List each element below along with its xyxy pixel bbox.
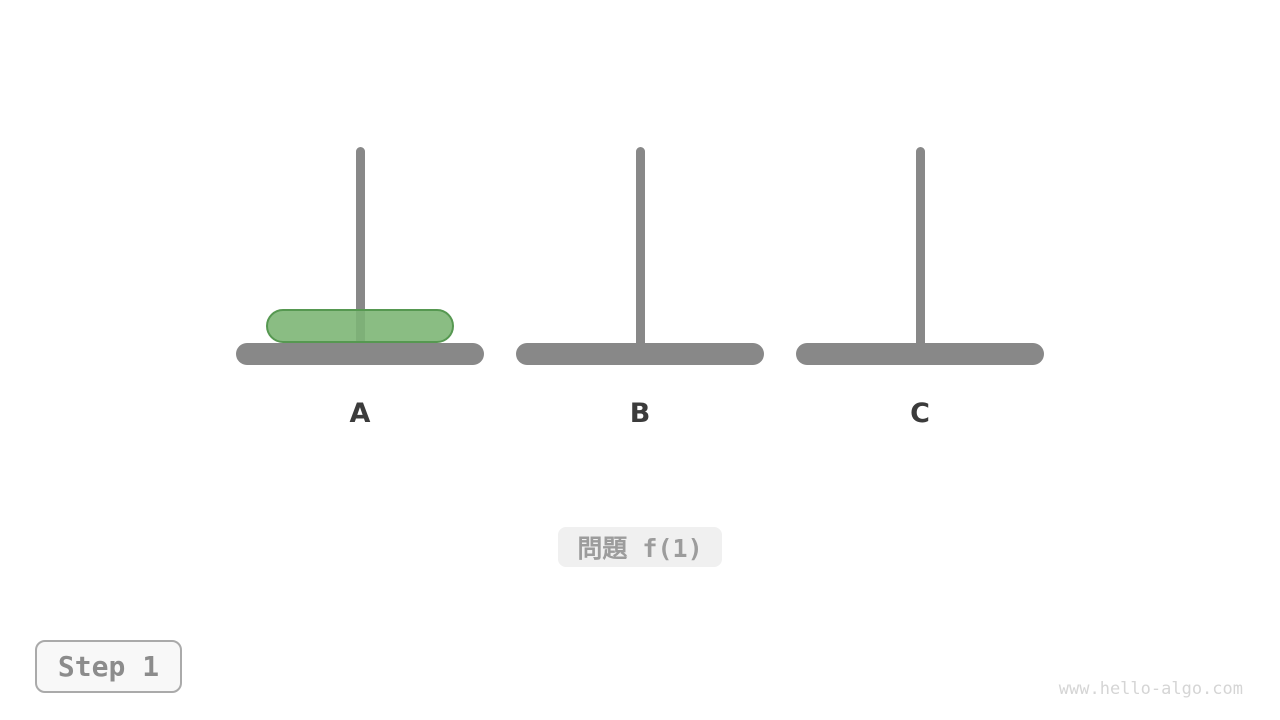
watermark: www.hello-algo.com (1058, 679, 1243, 699)
peg-A: A (220, 140, 500, 430)
peg-B-label: B (629, 398, 651, 429)
peg-A-label: A (349, 398, 371, 429)
peg-B-base (516, 343, 764, 365)
peg-A-base (236, 343, 484, 365)
peg-B: B (500, 140, 780, 430)
peg-C-label: C (910, 398, 930, 429)
peg-C: C (780, 140, 1060, 430)
peg-A-pole (355, 147, 365, 357)
peg-B-pole (635, 147, 645, 357)
peg-C-pole (915, 147, 925, 357)
step-indicator: Step 1 (35, 640, 182, 693)
problem-badge: 問題 f(1) (558, 527, 722, 567)
peg-A-disk-stack (220, 309, 500, 343)
disk-size-1 (266, 309, 454, 343)
peg-C-base (796, 343, 1044, 365)
